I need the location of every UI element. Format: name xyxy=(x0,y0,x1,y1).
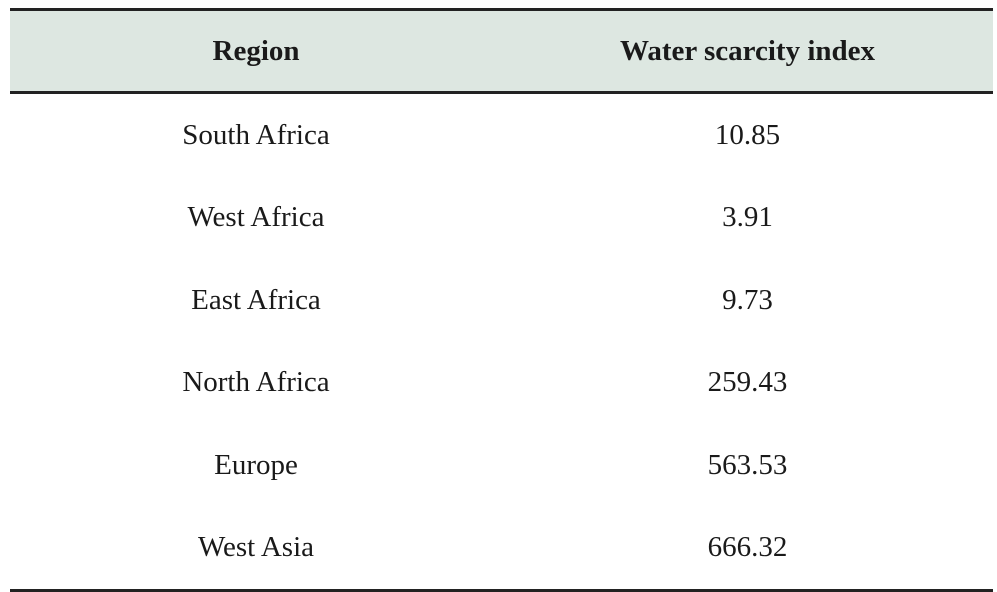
table-row: East Africa 9.73 xyxy=(10,259,993,342)
region-cell: East Africa xyxy=(191,283,321,316)
table-row: South Africa 10.85 xyxy=(10,93,993,177)
data-table: Region Water scarcity index South Africa… xyxy=(10,8,993,592)
region-cell: South Africa xyxy=(182,118,330,151)
table-body: South Africa 10.85 West Africa 3.91 East Afr… xyxy=(10,93,993,591)
header-row: Region Water scarcity index xyxy=(10,9,993,94)
table-row: Europe 563.53 xyxy=(10,424,993,507)
region-cell: West Asia xyxy=(197,531,315,564)
region-cell: Europe xyxy=(214,448,298,481)
header-cell: Water scarcity index xyxy=(502,9,993,94)
value-cell: 666.32 xyxy=(707,531,788,564)
region-cell: North Africa xyxy=(182,366,330,399)
value-cell: 9.73 xyxy=(722,283,773,316)
table-row: West Asia 666.32 xyxy=(10,507,993,591)
table-row: North Africa 259.43 xyxy=(10,342,993,425)
table-header: Region Water scarcity index xyxy=(10,9,993,94)
value-cell: 259.43 xyxy=(707,366,788,399)
value-cell: 3.91 xyxy=(722,201,773,234)
region-cell: West Africa xyxy=(187,201,325,234)
header-cell: Region xyxy=(10,9,502,94)
value-cell: 563.53 xyxy=(707,448,788,481)
table-row: West Africa 3.91 xyxy=(10,177,993,260)
value-cell: 10.85 xyxy=(714,118,781,151)
